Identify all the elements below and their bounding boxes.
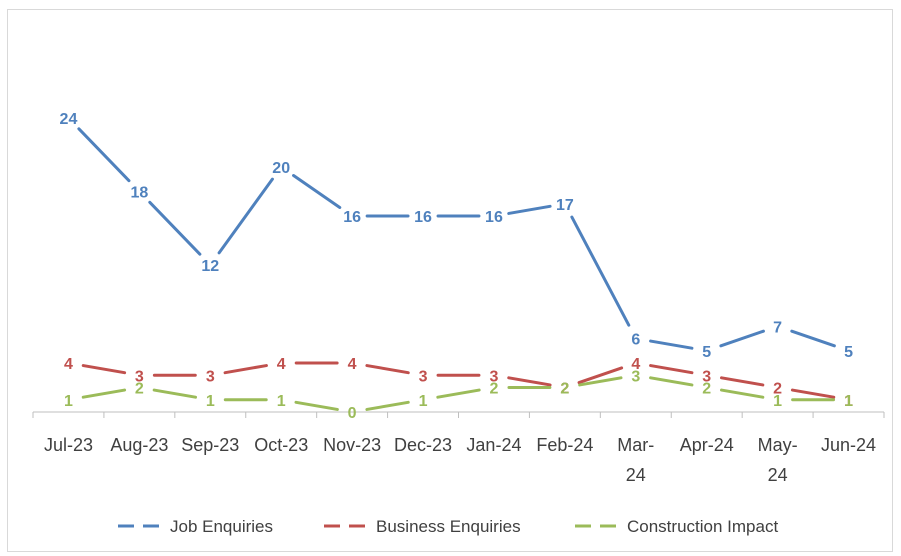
data-label-job-enquiries-apr-24: 5: [702, 344, 711, 361]
data-label-construction-impact-mar-24: 3: [631, 368, 640, 385]
chart-area: [7, 9, 893, 552]
legend-label-job-enquiries: Job Enquiries: [170, 517, 273, 536]
data-label-construction-impact-jul-23: 1: [64, 393, 73, 410]
data-label-business-enquiries-feb-24: 2: [560, 381, 569, 398]
data-label-job-enquiries-mar-24: 6: [631, 332, 640, 349]
x-tick-label-mar-24: Mar-24: [617, 435, 654, 485]
series-line-job-enquiries: [719, 329, 765, 348]
series-line-business-enquiries: [223, 364, 268, 375]
x-tick-label-sep-23: Sep-23: [181, 435, 239, 455]
series-lines: [77, 127, 836, 411]
data-label-construction-impact-apr-24: 2: [702, 381, 711, 398]
data-label-business-enquiries-jul-23: 4: [64, 356, 73, 373]
series-line-construction-impact: [365, 400, 410, 411]
x-axis: Jul-23 Aug-23 Sep-23 Oct-23 Nov-23 Dec-23 Jan-…: [32, 411, 885, 485]
series-line-job-enquiries: [649, 339, 694, 350]
series-line-construction-impact: [649, 376, 694, 387]
series-line-job-enquiries: [148, 200, 202, 256]
data-label-construction-impact-nov-23: 0: [348, 405, 357, 422]
data-label-job-enquiries-sep-23: 12: [201, 258, 219, 275]
data-label-construction-impact-dec-23: 1: [419, 393, 428, 410]
data-label-business-enquiries-apr-24: 3: [702, 368, 711, 385]
data-label-construction-impact-oct-23: 1: [277, 393, 286, 410]
data-label-business-enquiries-jan-24: 3: [490, 368, 499, 385]
series-line-construction-impact: [578, 376, 623, 387]
x-tick-label-dec-23: Dec-23: [394, 435, 452, 455]
series-line-construction-impact: [436, 388, 481, 399]
series-line-business-enquiries: [365, 364, 410, 375]
data-label-business-enquiries-may-24: 2: [773, 381, 782, 398]
data-label-construction-impact-jan-24: 2: [490, 381, 499, 398]
series-line-construction-impact: [81, 388, 127, 399]
series-line-business-enquiries: [719, 376, 765, 387]
data-label-job-enquiries-oct-23: 20: [272, 160, 290, 177]
data-label-business-enquiries-nov-23: 4: [348, 356, 357, 373]
series-line-job-enquiries: [77, 127, 131, 183]
data-label-job-enquiries-jun-24: 5: [844, 344, 853, 361]
x-tick-label-may-24: May-24: [758, 435, 798, 485]
data-label-business-enquiries-mar-24: 4: [631, 356, 640, 373]
data-label-job-enquiries-jul-23: 24: [60, 111, 78, 128]
data-label-business-enquiries-oct-23: 4: [277, 356, 286, 373]
series-line-business-enquiries: [507, 376, 552, 387]
series-line-job-enquiries: [507, 204, 552, 215]
x-tick-label-feb-24: Feb-24: [536, 435, 593, 455]
series-line-job-enquiries: [790, 329, 836, 348]
data-label-construction-impact-aug-23: 2: [135, 381, 144, 398]
legend: Job Enquiries Business Enquiries Construct…: [118, 517, 778, 536]
series-line-job-enquiries: [292, 174, 342, 209]
series-line-business-enquiries: [81, 364, 127, 375]
data-label-construction-impact-feb-24: 2: [560, 381, 569, 398]
x-tick-label-jan-24: Jan-24: [466, 435, 521, 455]
series-line-business-enquiries: [577, 366, 624, 385]
x-tick-label-nov-23: Nov-23: [323, 435, 381, 455]
series-line-business-enquiries: [649, 364, 694, 375]
data-label-business-enquiries-sep-23: 3: [206, 368, 215, 385]
data-label-job-enquiries-dec-23: 16: [414, 209, 432, 226]
data-label-job-enquiries-aug-23: 18: [130, 185, 148, 202]
series-line-business-enquiries: [790, 388, 836, 399]
series-line-construction-impact: [719, 388, 765, 399]
data-label-job-enquiries-feb-24: 17: [556, 197, 574, 214]
data-label-construction-impact-jun-24: 1: [844, 393, 853, 410]
series-line-job-enquiries: [217, 177, 274, 255]
data-label-construction-impact-sep-23: 1: [206, 393, 215, 410]
series-line-construction-impact: [152, 388, 198, 399]
data-label-job-enquiries-jan-24: 16: [485, 209, 503, 226]
data-label-business-enquiries-jun-24: 1: [844, 393, 853, 410]
legend-label-construction-impact: Construction Impact: [627, 517, 778, 536]
legend-label-business-enquiries: Business Enquiries: [376, 517, 521, 536]
x-tick-label-jun-24: Jun-24: [821, 435, 876, 455]
x-tick-label-aug-23: Aug-23: [110, 435, 168, 455]
x-tick-label-jul-23: Jul-23: [44, 435, 93, 455]
series-line-construction-impact: [294, 400, 339, 411]
x-tick-label-oct-23: Oct-23: [254, 435, 308, 455]
data-label-business-enquiries-aug-23: 3: [135, 368, 144, 385]
data-label-business-enquiries-dec-23: 3: [419, 368, 428, 385]
data-label-job-enquiries-nov-23: 16: [343, 209, 361, 226]
series-line-job-enquiries: [570, 215, 631, 327]
data-label-job-enquiries-may-24: 7: [773, 319, 782, 336]
x-tick-label-apr-24: Apr-24: [680, 435, 734, 455]
data-label-construction-impact-may-24: 1: [773, 393, 782, 410]
